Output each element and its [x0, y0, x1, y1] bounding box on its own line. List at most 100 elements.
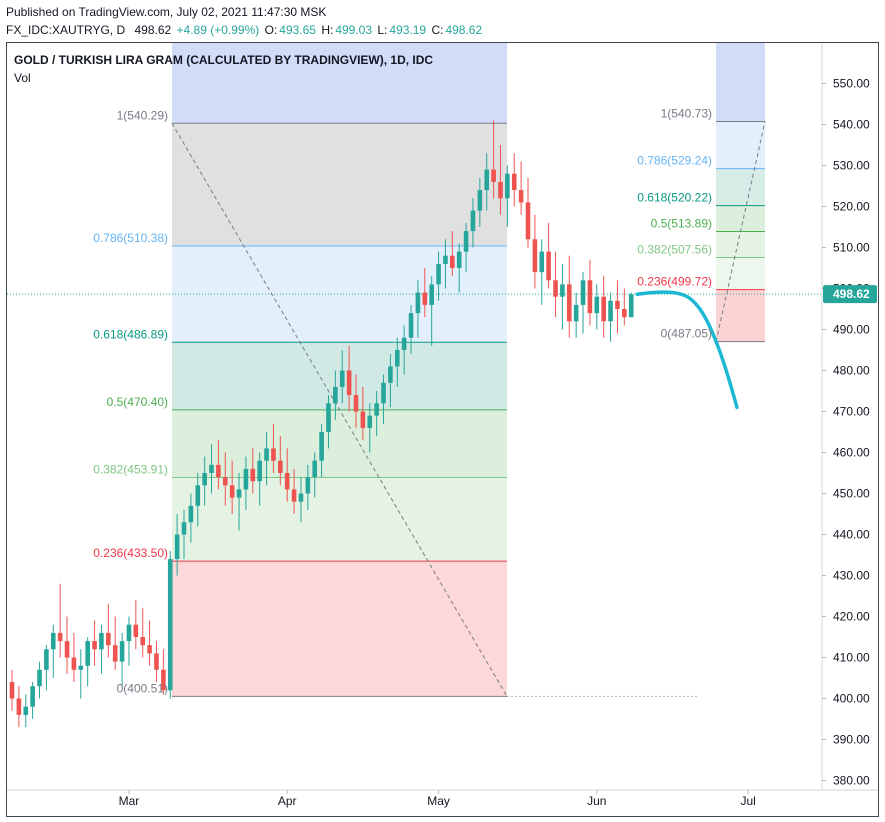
time-tick-label: May [427, 794, 450, 808]
candle-body [154, 653, 159, 670]
price-tick-label: 510.00 [833, 241, 870, 255]
fib-left-label-0.5: 0.5(470.40) [107, 395, 168, 409]
candle-body [388, 366, 393, 383]
candle [401, 325, 407, 375]
candle [278, 436, 283, 486]
time-tick-label: Jun [587, 794, 606, 808]
candle-body [601, 296, 606, 322]
candle-body [298, 493, 304, 502]
candle-body [147, 645, 152, 654]
candle [78, 649, 84, 699]
price-tick-label: 440.00 [833, 528, 870, 542]
candle-body [264, 448, 269, 461]
candle-body [222, 477, 228, 486]
time-tick-label: Apr [278, 794, 297, 808]
price-tick-label: 530.00 [833, 159, 870, 173]
candle [546, 222, 551, 289]
candle-body [271, 448, 276, 461]
candle-body [278, 460, 283, 473]
candle-body [71, 657, 77, 670]
candle [126, 616, 132, 666]
candle [450, 231, 455, 277]
candle [284, 448, 290, 502]
candle-body [339, 370, 345, 387]
candle [44, 645, 49, 691]
candle-body [133, 624, 139, 637]
candle [566, 255, 572, 338]
candle [229, 460, 235, 514]
candle [394, 337, 400, 387]
candle [16, 686, 22, 728]
candle [615, 280, 620, 334]
candle-body [401, 337, 407, 350]
low-value: 493.19 [389, 23, 427, 37]
candle-body [553, 280, 558, 297]
candle [140, 608, 146, 658]
candle-body [491, 169, 496, 182]
open-label: O: [264, 23, 278, 37]
candle [491, 120, 496, 199]
fib-left-band-top [172, 43, 507, 124]
candle-body [291, 489, 297, 502]
candle-body [532, 239, 538, 273]
candle-body [195, 485, 201, 506]
candle [92, 620, 97, 666]
price-tick-label: 400.00 [833, 692, 870, 706]
candle-body [463, 231, 469, 252]
fib-right-band-0.5 [716, 231, 765, 258]
candle [112, 616, 118, 670]
fib-left-band-0.236 [172, 561, 507, 697]
candle-body [99, 632, 104, 650]
candle [622, 288, 627, 326]
close-label: C: [431, 23, 444, 37]
candle [133, 600, 139, 650]
price-tick-label: 550.00 [833, 77, 870, 91]
candle [408, 304, 414, 355]
candle-body [9, 682, 15, 699]
time-tick-label: Mar [119, 794, 140, 808]
candle-body [92, 641, 97, 650]
candle [333, 370, 338, 420]
fib-right-label-0.5: 0.5(513.89) [651, 217, 712, 231]
chart-header: Published on TradingView.com, July 02, 2… [0, 0, 885, 42]
candle-body [257, 460, 262, 482]
fib-left-label-0.382: 0.382(453.91) [93, 462, 168, 476]
candle-body [50, 632, 56, 650]
candle-body [216, 464, 221, 478]
candle-body [140, 637, 146, 646]
candle-body [85, 641, 90, 666]
candle [353, 374, 359, 428]
candle [388, 354, 393, 408]
candle [106, 604, 111, 658]
candle-body [174, 534, 180, 560]
open-value: 493.65 [279, 23, 316, 37]
candle [429, 276, 434, 346]
chart-frame[interactable] [6, 42, 879, 817]
price-tick-label: 450.00 [833, 487, 870, 501]
candle-body [367, 415, 373, 428]
candle [64, 616, 70, 674]
candle [195, 473, 201, 527]
candle [484, 153, 490, 211]
candle [291, 468, 297, 514]
candle-body [374, 403, 379, 416]
price-tick-label: 410.00 [833, 651, 870, 665]
candle [30, 682, 35, 719]
candle-body [284, 473, 290, 490]
candle [188, 493, 194, 543]
candle-body [188, 505, 194, 523]
candle [573, 292, 579, 338]
price-tick-label: 480.00 [833, 364, 870, 378]
price-tick-label: 540.00 [833, 118, 870, 132]
symbol-timeframe: FX_IDC:XAUTRYG, D [6, 23, 126, 37]
candle [326, 395, 331, 449]
candle [587, 259, 593, 326]
candle [312, 452, 318, 498]
candle [99, 624, 104, 674]
candle [560, 263, 565, 330]
fib-left-band-0.618 [172, 342, 507, 410]
quote-line: FX_IDC:XAUTRYG, D 498.62 +4.89 (+0.99%) … [6, 23, 484, 37]
last-price-badge [823, 285, 877, 304]
candle-body [560, 284, 565, 297]
